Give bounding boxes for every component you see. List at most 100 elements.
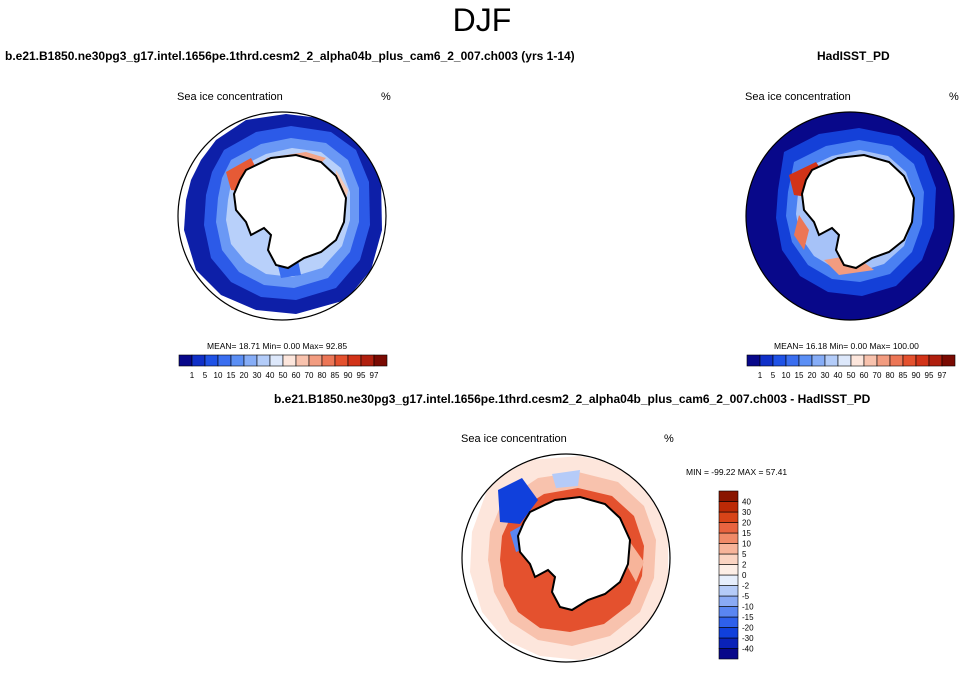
diff-polar-map (461, 453, 671, 663)
right-colorbar: 1 5 10 15 20 30 40 50 60 70 80 85 90 95 97 (746, 354, 956, 380)
left-colorbar-box (373, 354, 388, 367)
diff-antarctica-outline (516, 495, 632, 612)
right-colorbar-label: 15 (795, 371, 804, 380)
right-colorbar-box (811, 354, 826, 367)
diff-negative-region (498, 478, 538, 524)
left-colorbar-label: 5 (203, 371, 208, 380)
right-polar-map (745, 111, 955, 321)
diff-colorbar-box (718, 522, 739, 534)
right-colorbar-box (798, 354, 813, 367)
right-colorbar-box (759, 354, 774, 367)
diff-colorbar-box (718, 637, 739, 649)
left-stats: MEAN= 18.71 Min= 0.00 Max= 92.85 (207, 341, 348, 351)
diff-colorbar-box (718, 553, 739, 565)
right-colorbar-label: 70 (873, 371, 882, 380)
right-panel-title: HadISST_PD (817, 49, 890, 63)
diff-colorbar-box (718, 585, 739, 597)
left-colorbar-label: 80 (318, 371, 327, 380)
diff-colorbar-box (718, 490, 739, 502)
diff-units-label: % (664, 433, 674, 445)
right-colorbar-label: 60 (860, 371, 869, 380)
diff-colorbar-box (718, 574, 739, 586)
diff-colorbar-box (718, 606, 739, 618)
diff-colorbar-label: 5 (742, 550, 747, 559)
right-colorbar-label: 50 (847, 371, 856, 380)
diff-colorbar-label: 2 (742, 561, 747, 570)
left-colorbar-box (256, 354, 271, 367)
left-colorbar-box (191, 354, 206, 367)
left-antarctica-outline (232, 153, 348, 270)
left-colorbar: 1 5 10 15 20 30 40 50 60 70 80 85 90 95 97 (178, 354, 388, 380)
diff-colorbar-box (718, 564, 739, 576)
right-stats: MEAN= 16.18 Min= 0.00 Max= 100.00 (774, 341, 919, 351)
right-colorbar-label: 10 (782, 371, 791, 380)
left-colorbar-label: 60 (292, 371, 301, 380)
right-colorbar-box (928, 354, 943, 367)
left-colorbar-label: 97 (370, 371, 379, 380)
left-colorbar-box (282, 354, 297, 367)
diff-colorbar-box (718, 511, 739, 523)
right-colorbar-box (746, 354, 761, 367)
right-colorbar-label: 20 (808, 371, 817, 380)
diff-colorbar-label: 10 (742, 540, 751, 549)
left-colorbar-box (360, 354, 375, 367)
left-colorbar-label: 10 (214, 371, 223, 380)
left-colorbar-box (295, 354, 310, 367)
left-colorbar-label: 30 (253, 371, 262, 380)
right-colorbar-box (824, 354, 839, 367)
diff-colorbar-label: -2 (742, 582, 750, 591)
right-units-label: % (949, 91, 959, 103)
diff-panel-title: b.e21.B1850.ne30pg3_g17.intel.1656pe.1th… (274, 392, 871, 406)
right-antarctica-outline (800, 153, 916, 270)
right-colorbar-box (941, 354, 956, 367)
diff-colorbar-label: -30 (742, 634, 754, 643)
right-colorbar-label: 40 (834, 371, 843, 380)
right-colorbar-box (863, 354, 878, 367)
diff-colorbar-label: -15 (742, 613, 754, 622)
left-colorbar-box (204, 354, 219, 367)
diff-colorbar-box (718, 627, 739, 639)
right-colorbar-box (772, 354, 787, 367)
right-colorbar-label: 80 (886, 371, 895, 380)
diff-colorbar-box (718, 616, 739, 628)
diff-colorbar-label: 30 (742, 508, 751, 517)
left-colorbar-label: 1 (190, 371, 195, 380)
diff-colorbar-label: -40 (742, 645, 754, 654)
season-title: DJF (452, 2, 512, 38)
right-colorbar-box (915, 354, 930, 367)
left-colorbar-box (217, 354, 232, 367)
left-colorbar-label: 20 (240, 371, 249, 380)
left-polar-map (177, 111, 387, 321)
left-panel-title: b.e21.B1850.ne30pg3_g17.intel.1656pe.1th… (5, 49, 575, 63)
diff-colorbar-label: -5 (742, 592, 750, 601)
diff-variable-label: Sea ice concentration (461, 433, 567, 445)
right-colorbar-box (902, 354, 917, 367)
diff-colorbar-label: 0 (742, 571, 747, 580)
right-colorbar-label: 5 (771, 371, 776, 380)
left-colorbar-label: 85 (331, 371, 340, 380)
diff-colorbar-label: -10 (742, 603, 754, 612)
left-colorbar-box (334, 354, 349, 367)
left-colorbar-box (243, 354, 258, 367)
diff-colorbar-label: -20 (742, 624, 754, 633)
left-variable-label: Sea ice concentration (177, 91, 283, 103)
right-colorbar-label: 97 (938, 371, 947, 380)
diff-colorbar-box (718, 595, 739, 607)
left-colorbar-label: 15 (227, 371, 236, 380)
left-colorbar-label: 70 (305, 371, 314, 380)
left-colorbar-label: 95 (357, 371, 366, 380)
right-colorbar-box (889, 354, 904, 367)
left-units-label: % (381, 91, 391, 103)
diff-colorbar-box (718, 501, 739, 513)
right-colorbar-box (837, 354, 852, 367)
left-colorbar-box (230, 354, 245, 367)
right-colorbar-label: 30 (821, 371, 830, 380)
left-colorbar-box (178, 354, 193, 367)
diff-colorbar-box (718, 648, 739, 660)
diff-stats: MIN = -99.22 MAX = 57.41 (686, 467, 788, 477)
right-colorbar-label: 95 (925, 371, 934, 380)
left-colorbar-label: 50 (279, 371, 288, 380)
right-variable-label: Sea ice concentration (745, 91, 851, 103)
left-colorbar-box (308, 354, 323, 367)
